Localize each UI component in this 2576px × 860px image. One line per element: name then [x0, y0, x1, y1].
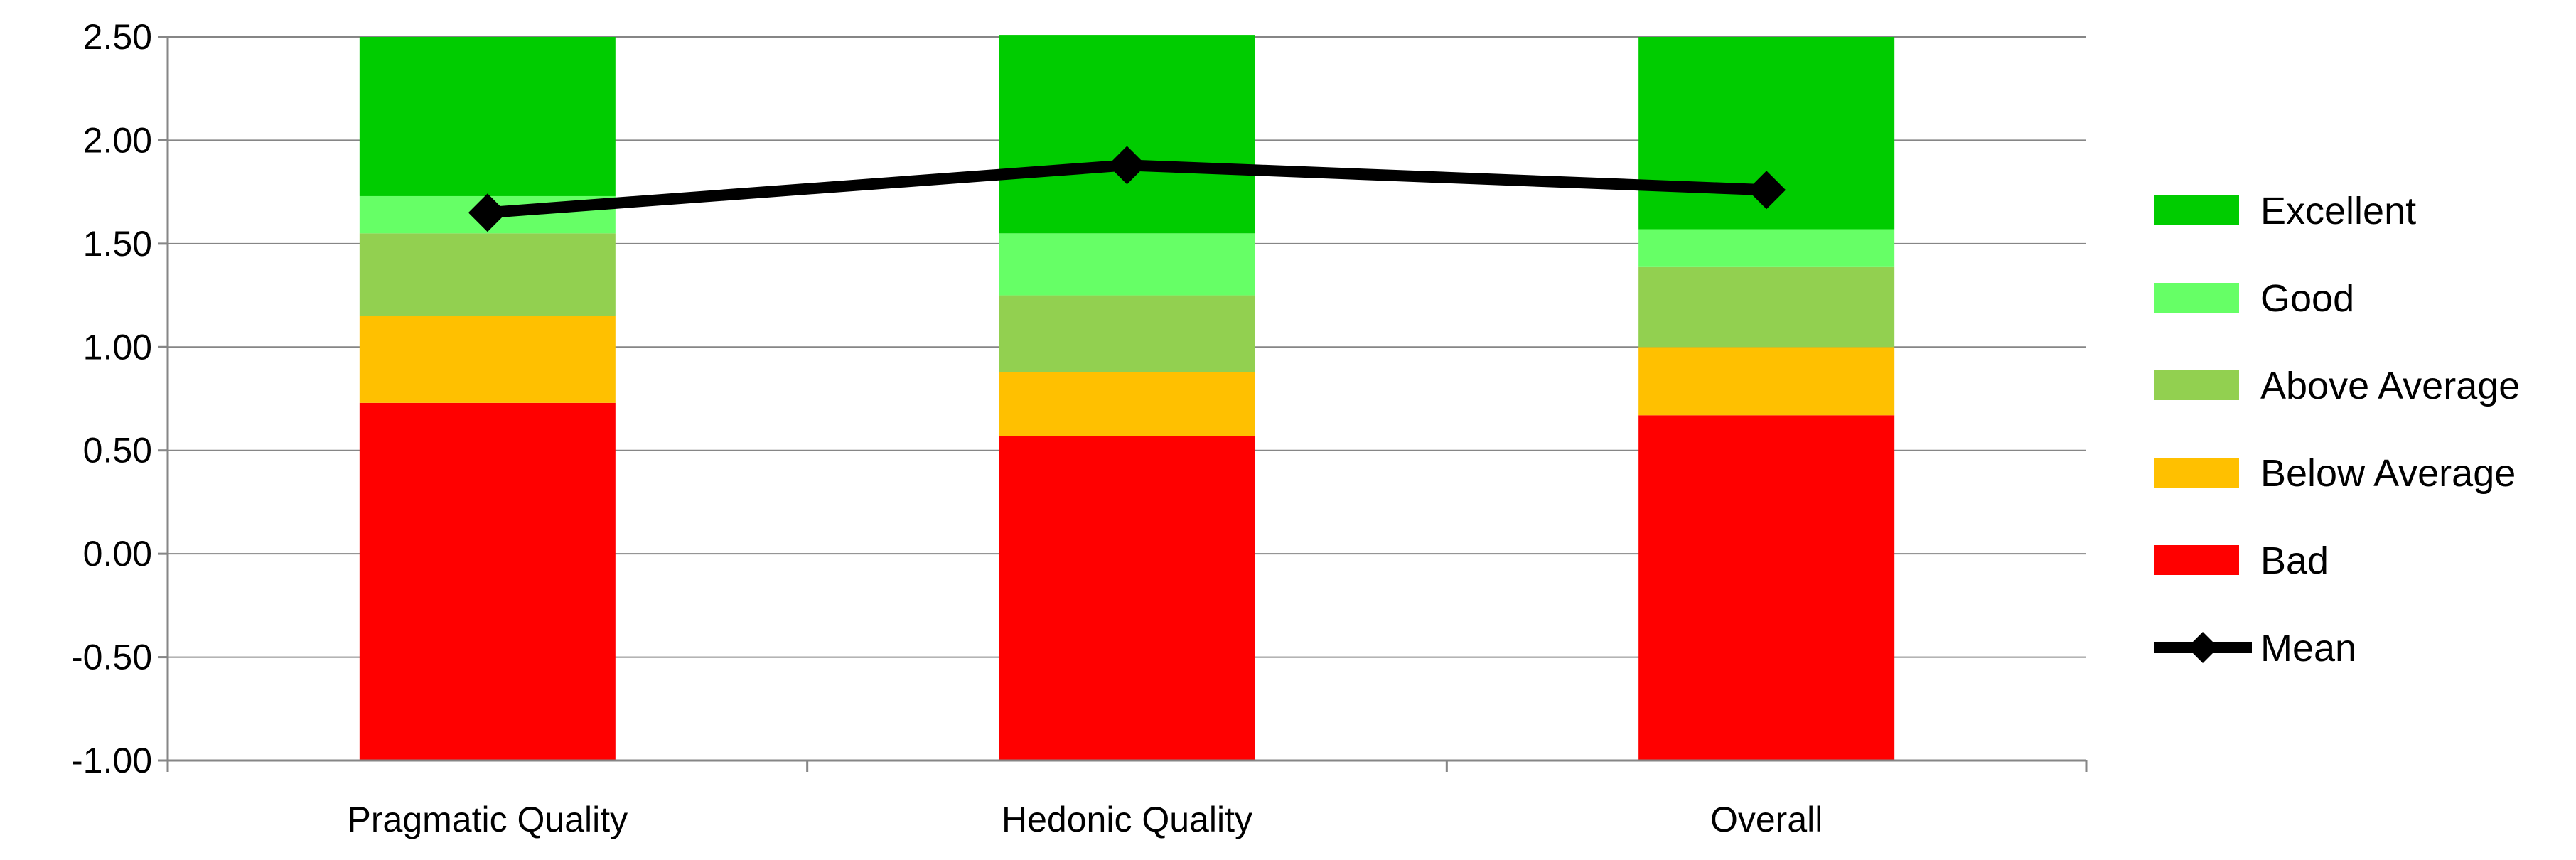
- legend-item-excellent: Excellent: [2154, 190, 2416, 232]
- x-tick-label: Hedonic Quality: [1002, 800, 1252, 839]
- legend-label: Good: [2260, 277, 2354, 320]
- legend-swatch-excellent: [2154, 195, 2239, 225]
- y-tick-label: -0.50: [71, 638, 152, 677]
- y-tick-label: 2.50: [83, 17, 152, 57]
- y-tick-label: 1.00: [83, 327, 152, 367]
- legend-label: Excellent: [2260, 190, 2416, 232]
- legend-item-below-average: Below Average: [2154, 452, 2516, 495]
- y-tick-label: -1.00: [71, 741, 152, 780]
- legend-label: Below Average: [2260, 452, 2516, 495]
- bar-bad-overall: [1638, 415, 1895, 760]
- bar-above-average-pragmatic-quality: [359, 233, 616, 316]
- legend-swatch-bad: [2154, 545, 2239, 575]
- bar-excellent-hedonic-quality: [999, 35, 1255, 234]
- legend-item-mean: Mean: [2154, 627, 2356, 670]
- bar-below-average-pragmatic-quality: [359, 316, 616, 403]
- bar-bad-pragmatic-quality: [359, 402, 616, 760]
- mean-point-hedonic-quality: [1107, 146, 1147, 185]
- legend-swatch-below-average: [2154, 458, 2239, 488]
- axes: [158, 36, 2088, 772]
- bar-good-hedonic-quality: [999, 233, 1255, 296]
- mean-point-pragmatic-quality: [468, 193, 507, 232]
- legend-swatch-above-average: [2154, 370, 2239, 400]
- legend-item-above-average: Above Average: [2154, 365, 2520, 407]
- mean-point-overall: [1747, 171, 1786, 210]
- bars: [359, 35, 1895, 760]
- bar-below-average-hedonic-quality: [999, 372, 1255, 436]
- legend-label: Bad: [2260, 539, 2329, 582]
- y-tick-label: 1.50: [83, 224, 152, 264]
- bar-above-average-overall: [1638, 266, 1895, 348]
- legend: Excellent Good Above Average Below Average B…: [2154, 190, 2520, 670]
- x-tick-labels: Pragmatic Quality Hedonic Quality Overall: [348, 800, 1823, 839]
- bar-excellent-pragmatic-quality: [359, 37, 616, 196]
- y-tick-label: 0.50: [83, 431, 152, 471]
- legend-item-bad: Bad: [2154, 539, 2329, 582]
- bar-below-average-overall: [1638, 347, 1895, 416]
- x-tick-label: Pragmatic Quality: [348, 800, 628, 839]
- mean-series: [468, 146, 1786, 232]
- x-tick-label: Overall: [1710, 800, 1823, 839]
- bar-good-overall: [1638, 229, 1895, 267]
- legend-label: Above Average: [2260, 365, 2520, 407]
- legend-item-good: Good: [2154, 277, 2354, 320]
- bar-bad-hedonic-quality: [999, 436, 1255, 760]
- legend-marker-mean: [2187, 632, 2218, 663]
- y-tick-labels: 2.50 2.00 1.50 1.00 0.50 0.00 -0.50 -1.00: [71, 17, 152, 780]
- legend-swatch-good: [2154, 283, 2239, 313]
- legend-label: Mean: [2260, 627, 2356, 670]
- y-tick-label: 0.00: [83, 534, 152, 574]
- y-tick-label: 2.00: [83, 120, 152, 160]
- bar-above-average-hedonic-quality: [999, 295, 1255, 372]
